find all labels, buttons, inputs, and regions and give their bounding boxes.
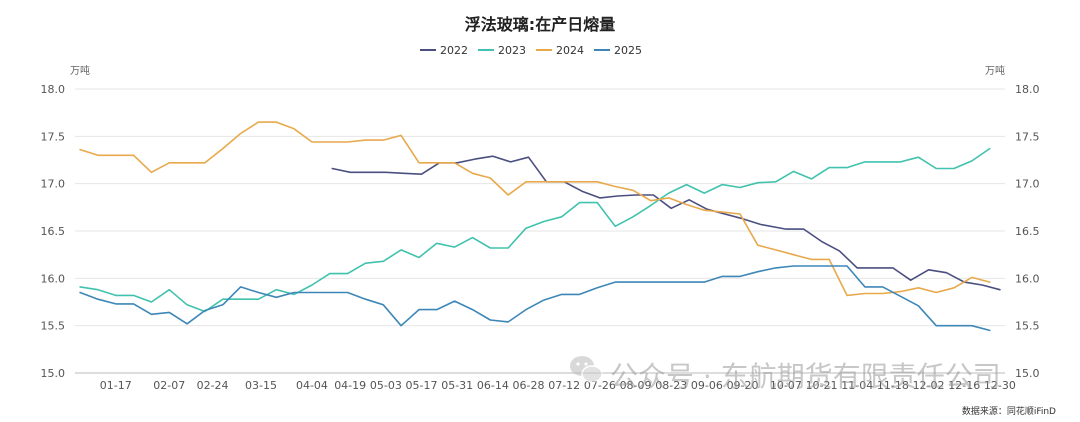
y-tick-label-left: 15.5	[41, 320, 66, 333]
gridlines	[75, 88, 1005, 374]
x-tick-label: 04-19	[334, 379, 366, 392]
y-unit-right: 万吨	[985, 64, 1005, 77]
y-axis-left: 15.0 15.5 16.0 16.5 17.0 17.5 18.0	[41, 83, 66, 380]
x-tick-label: 12-02	[913, 379, 945, 392]
y-tick-label-right: 17.5	[1015, 130, 1040, 143]
x-tick-label: 05-31	[441, 379, 473, 392]
x-tick-label: 08-09	[620, 379, 652, 392]
y-tick-label-right: 16.0	[1015, 272, 1040, 285]
watermark-text: 公众号 · 东航期货有限责任公司	[610, 360, 1001, 393]
x-tick-label: 07-12	[548, 379, 580, 392]
x-tick-label: 11-04	[841, 379, 873, 392]
x-tick-label: 02-07	[153, 379, 185, 392]
x-tick-label: 04-04	[296, 379, 328, 392]
x-tick-label: 05-03	[370, 379, 402, 392]
data-source: 数据来源：同花顺iFinD	[962, 405, 1056, 417]
x-tick-label: 06-14	[477, 379, 509, 392]
series-lines	[79, 121, 1001, 332]
x-tick-label: 09-20	[727, 379, 759, 392]
y-tick-label-right: 15.0	[1015, 367, 1040, 380]
legend-label-2022: 2022	[440, 44, 468, 57]
x-tick-label: 09-06	[691, 379, 723, 392]
y-tick-label-left: 17.0	[41, 178, 66, 191]
x-tick-label: 12-30	[984, 379, 1016, 392]
y-unit-left: 万吨	[70, 64, 90, 77]
x-tick-label: 01-17	[100, 379, 132, 392]
y-tick-label-left: 18.0	[41, 83, 66, 96]
legend-label-2025: 2025	[614, 44, 642, 57]
x-tick-label: 11-18	[877, 379, 909, 392]
y-tick-label-right: 16.5	[1015, 225, 1040, 238]
x-tick-label: 10-07	[770, 379, 802, 392]
series-line-2025	[79, 265, 991, 332]
wechat-icon	[570, 356, 603, 383]
x-tick-label: 10-21	[806, 379, 838, 392]
x-axis: 01-17 02-07 02-24 03-15 04-04 04-19 05-03 05-17…	[100, 379, 1016, 392]
chart-title: 浮法玻璃:在产日熔量	[465, 15, 615, 34]
watermark: 公众号 · 东航期货有限责任公司	[570, 356, 1001, 393]
y-tick-label-left: 16.0	[41, 272, 66, 285]
legend-label-2023: 2023	[498, 44, 526, 57]
legend-label-2024: 2024	[556, 44, 584, 57]
y-tick-label-left: 17.5	[41, 130, 66, 143]
y-axis-right: 15.0 15.5 16.0 16.5 17.0 17.5 18.0	[1015, 83, 1040, 380]
x-tick-label: 05-17	[406, 379, 438, 392]
x-tick-label: 12-16	[948, 379, 980, 392]
y-tick-label-right: 17.0	[1015, 178, 1040, 191]
series-line-2024	[79, 121, 991, 297]
series-line-2023	[79, 147, 991, 313]
series-line-2022	[331, 155, 1001, 291]
x-tick-label: 02-24	[197, 379, 229, 392]
y-tick-label-left: 16.5	[41, 225, 66, 238]
y-tick-label-left: 15.0	[41, 367, 66, 380]
x-tick-label: 08-23	[655, 379, 687, 392]
x-tick-label: 06-28	[513, 379, 545, 392]
legend: 2022 2023 2024 2025	[420, 44, 642, 57]
y-tick-label-right: 18.0	[1015, 83, 1040, 96]
x-tick-label: 03-15	[245, 379, 277, 392]
y-tick-label-right: 15.5	[1015, 320, 1040, 333]
